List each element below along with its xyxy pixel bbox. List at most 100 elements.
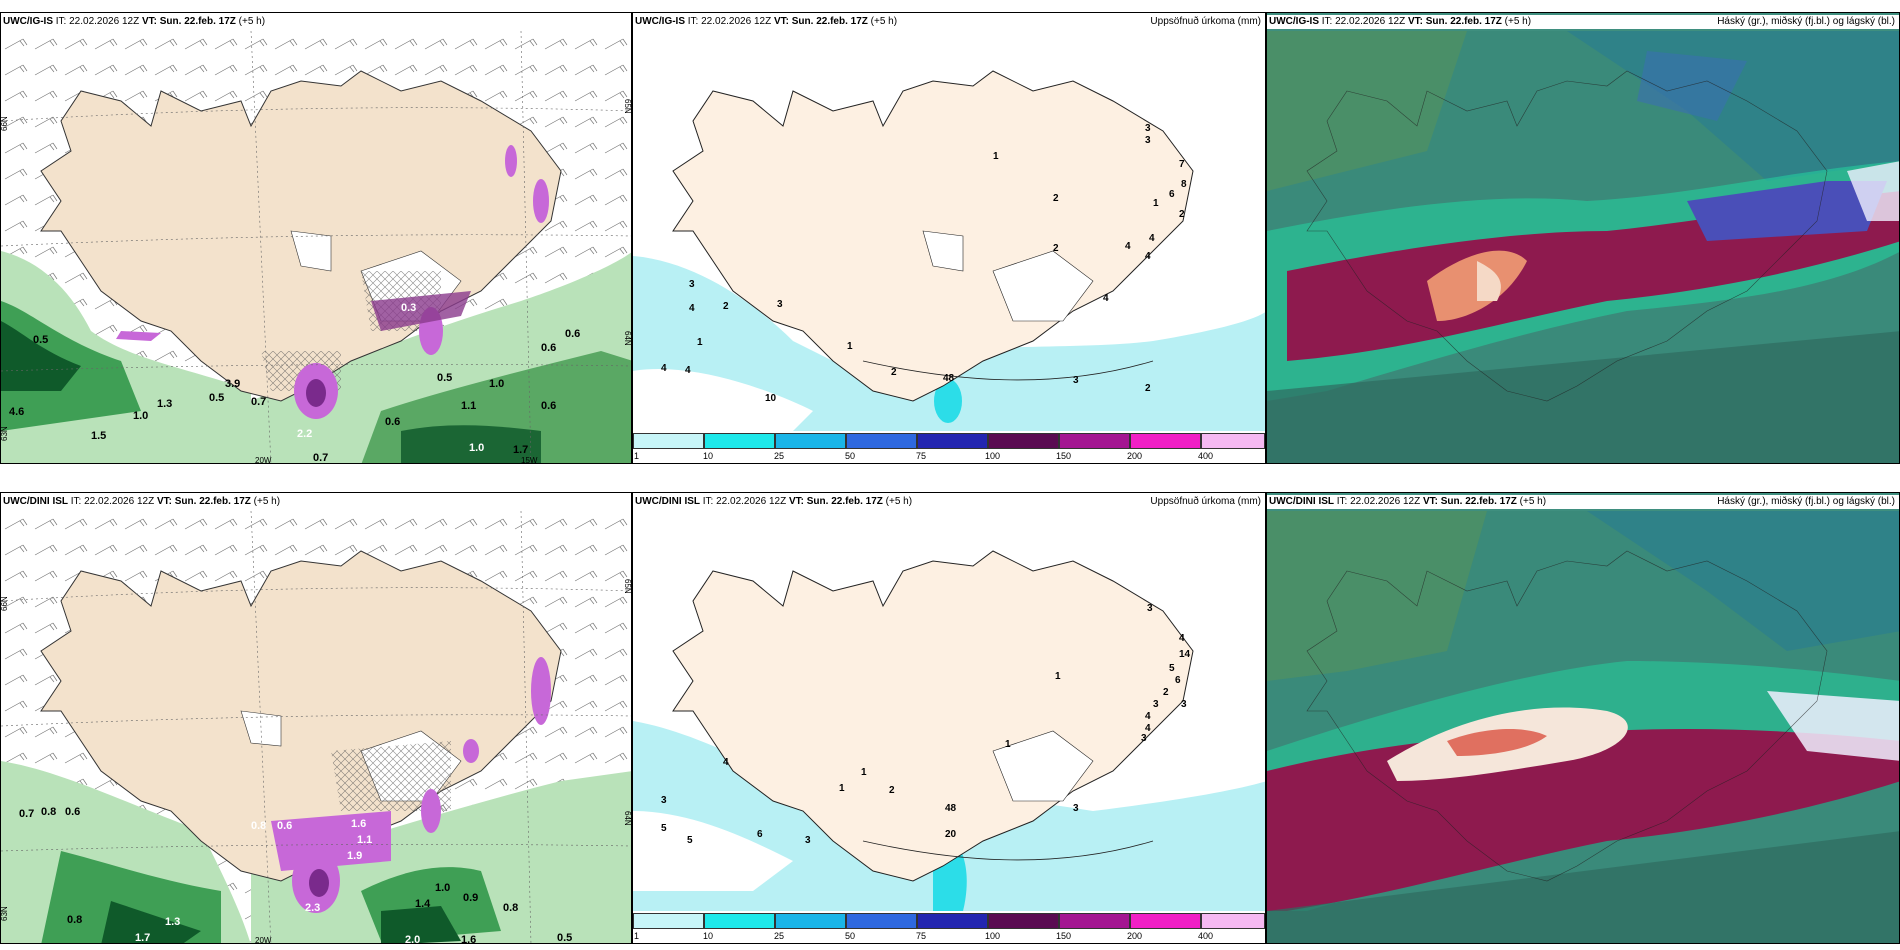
wind-value-label: 1.7	[135, 932, 150, 944]
wind-value-label: 1.0	[469, 442, 484, 454]
precip-value-label: 4	[1125, 241, 1131, 252]
colorbar-segment	[775, 913, 846, 929]
wind-value-label: 0.9	[463, 892, 478, 904]
colorbar-segment	[1130, 433, 1201, 449]
colorbar-tick: 150	[1056, 931, 1072, 941]
wind-value-label: 2.0	[405, 934, 420, 944]
precip-value-label: 5	[687, 835, 693, 846]
panel-header: UWC/IG-IS IT: 22.02.2026 12Z VT: Sun. 22…	[635, 16, 1261, 27]
precip-value-label: 3	[777, 299, 783, 310]
precip-value-label: 4	[1103, 293, 1109, 304]
precip-value-label: 3	[1145, 135, 1151, 146]
wind-value-label: 0.5	[209, 392, 224, 404]
cloud-map	[1267, 511, 1899, 943]
wind-value-label: 1.5	[91, 430, 106, 442]
precip-value-label: 48	[945, 803, 957, 814]
lat-label: 63N	[1, 906, 9, 921]
precip-value-label: 2	[1053, 243, 1059, 254]
precip-value-label: 6	[1169, 189, 1175, 200]
wind-value-label: 0.5	[33, 334, 48, 346]
precip-map: 1 2 1 3 3 7 6 8 2 4 4 2 4 4 3 4 1 4 4 2 …	[633, 31, 1265, 431]
wind-value-label: 0.6	[565, 328, 580, 340]
colorbar-tick: 1	[634, 931, 640, 941]
precip-value-label: 3	[689, 279, 695, 290]
wind-value-label: 1.0	[489, 378, 504, 390]
colorbar-tick: 150	[1056, 451, 1072, 461]
precip-value-label: 3	[1181, 699, 1187, 710]
wind-value-label: 1.4	[415, 898, 431, 910]
colorbar-tick: 10	[703, 931, 714, 941]
colorbar-tick: 1	[634, 451, 640, 461]
colorbar-segment	[775, 433, 846, 449]
panel-header: UWC/IG-IS IT: 22.02.2026 12Z VT: Sun. 22…	[1267, 15, 1899, 29]
panel-subtitle: Uppsöfnuð úrkoma (mm)	[1150, 496, 1261, 507]
wind-map-panel-row2: UWC/DINI ISL IT: 22.02.2026 12Z VT: Sun.…	[0, 492, 632, 944]
wind-value-label: 2.3	[305, 902, 320, 914]
colorbar-segment	[1201, 913, 1265, 929]
precip-value-label: 2	[1163, 687, 1169, 698]
panel-header: UWC/DINI ISL IT: 22.02.2026 12Z VT: Sun.…	[3, 496, 281, 507]
wind-map-panel-row1: UWC/IG-IS IT: 22.02.2026 12Z VT: Sun. 22…	[0, 12, 632, 464]
colorbar-tick: 10	[703, 451, 714, 461]
lon-label: 20W	[255, 936, 272, 944]
wind-value-label: 0.5	[557, 932, 572, 944]
colorbar-tick: 400	[1198, 451, 1214, 461]
wind-value-label: 0.6	[385, 416, 400, 428]
precip-value-label: 1	[839, 783, 845, 794]
precip-value-label: 5	[661, 823, 667, 834]
colorbar-tick: 50	[845, 931, 856, 941]
precip-map-panel-row2: UWC/DINI ISL IT: 22.02.2026 12Z VT: Sun.…	[632, 492, 1266, 944]
precip-value-label: 4	[723, 757, 729, 768]
wind-value-label: 0.6	[65, 806, 80, 818]
colorbar-segment	[704, 433, 775, 449]
precip-value-label: 3	[1153, 699, 1159, 710]
precip-value-label: 1	[993, 151, 999, 162]
wind-value-label: 0.5	[511, 262, 526, 274]
precip-value-label: 4	[685, 365, 691, 376]
precip-value-label: 2	[1053, 193, 1059, 204]
wind-value-label: 1.0	[133, 410, 148, 422]
panel-header: UWC/DINI ISL IT: 22.02.2026 12Z VT: Sun.…	[1267, 495, 1899, 509]
wind-value-label: 0.5	[437, 372, 452, 384]
precip-value-label: 4	[1145, 711, 1151, 722]
wind-value-label: 0.8	[251, 820, 266, 832]
precip-value-label: 4	[1145, 251, 1151, 262]
precip-value-label: 7	[1179, 159, 1185, 170]
precip-value-label: 2	[723, 301, 729, 312]
precip-value-label: 1	[697, 337, 703, 348]
colorbar-segment	[846, 913, 917, 929]
precip-value-labels: 1 2 1 3 3 7 6 8 2 4 4 2 4 4 3 4 1 4 4 2 …	[661, 123, 1187, 404]
colorbar-segment	[846, 433, 917, 449]
panel-subtitle: Háský (gr.), miðský (fj.bl.) og lágský (…	[1717, 16, 1895, 27]
colorbar-tick: 100	[985, 931, 1001, 941]
precip-value-label: 2	[889, 785, 895, 796]
wind-value-label: 0.6	[277, 820, 292, 832]
lat-label: 64N	[623, 811, 632, 826]
lat-label: 66N	[1, 116, 9, 131]
precip-value-label: 3	[1141, 733, 1147, 744]
wind-value-label: 1.3	[157, 398, 172, 410]
wind-value-label: 0.7	[313, 452, 328, 464]
wind-value-label: 1.1	[461, 400, 476, 412]
colorbar-segment	[633, 913, 704, 929]
precip-value-label: 1	[847, 341, 853, 352]
lon-label: 20W	[255, 456, 272, 464]
panel-header: UWC/DINI ISL IT: 22.02.2026 12Z VT: Sun.…	[635, 496, 1261, 507]
wind-precip-map: 0.7 0.8 0.6 0.8 1.7 1.3 2.0 1.6 1.4 1.0 …	[1, 511, 632, 944]
precip-value-labels: 3 4 14 5 6 2 3 4 4 3 1 1 4 3 5 5 6 3 1 2…	[661, 603, 1191, 846]
colorbar-tick: 25	[774, 451, 785, 461]
precip-value-label: 1	[1153, 198, 1159, 209]
precip-colorbar: 1 10 25 50 75 100 150 200 400	[633, 431, 1265, 463]
precip-map: 3 4 14 5 6 2 3 4 4 3 1 1 4 3 5 5 6 3 1 2…	[633, 511, 1265, 911]
precip-value-label: 4	[1145, 723, 1151, 734]
precip-value-label: 3	[1147, 603, 1153, 614]
wind-value-label: 0.3	[401, 302, 416, 314]
precip-value-label: 3	[661, 795, 667, 806]
precip-value-label: 8	[1181, 179, 1187, 190]
wind-value-label: 1.0	[435, 882, 450, 894]
wind-value-label: 1.3	[165, 916, 180, 928]
colorbar-tick: 75	[916, 931, 927, 941]
wind-value-label: 3.9	[225, 378, 240, 390]
colorbar-segment	[988, 913, 1059, 929]
precip-value-label: 3	[1145, 123, 1151, 134]
